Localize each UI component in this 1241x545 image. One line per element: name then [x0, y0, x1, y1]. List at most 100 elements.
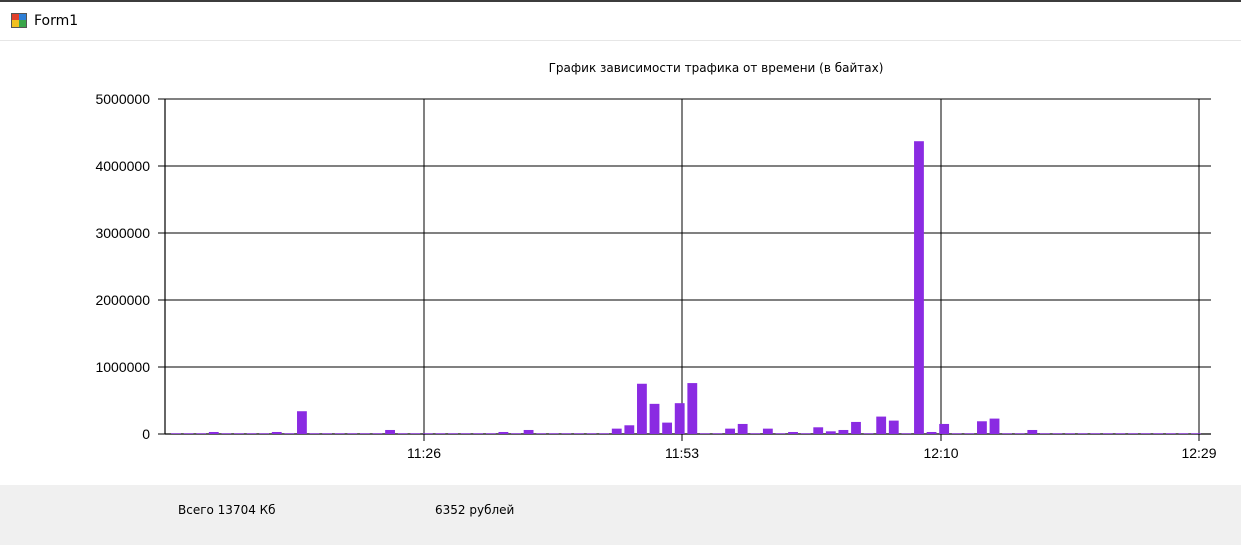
traffic-chart: График зависимости трафика от времени (в… [0, 41, 1241, 485]
bar [485, 433, 496, 434]
bar [511, 433, 521, 434]
bar [422, 433, 433, 434]
bar [334, 433, 345, 434]
bar [372, 433, 383, 434]
bar [1065, 433, 1075, 434]
bar [926, 431, 937, 434]
bar [838, 429, 849, 434]
chart-svg: График зависимости трафика от времени (в… [95, 61, 1216, 461]
bar [523, 429, 534, 434]
bar [737, 423, 748, 434]
bar [234, 433, 244, 434]
bar [1090, 433, 1101, 434]
y-tick-label: 3000000 [95, 225, 150, 241]
bar [297, 411, 307, 434]
bar [246, 433, 257, 434]
bar [196, 433, 207, 434]
y-tick-label: 4000000 [95, 158, 150, 174]
bar [1002, 433, 1013, 434]
bar [208, 431, 219, 434]
bar [649, 403, 660, 434]
bar [611, 428, 622, 434]
bar [813, 427, 824, 434]
window-title: Form1 [34, 13, 79, 29]
bar [1077, 433, 1088, 434]
title-bar[interactable]: Form1 [0, 2, 1241, 41]
bar [397, 433, 408, 434]
cost-label: 6352 рублей [435, 503, 515, 517]
bar [322, 433, 333, 434]
bar [888, 420, 899, 434]
bar [624, 425, 635, 434]
bar [221, 433, 232, 434]
bar [435, 433, 446, 434]
bar [1027, 429, 1038, 434]
chart-title: График зависимости трафика от времени (в… [549, 61, 884, 75]
window-top-border [0, 0, 1241, 2]
bar [901, 433, 912, 434]
bar [725, 428, 735, 434]
bar [951, 433, 962, 434]
bar [574, 433, 584, 434]
bar [687, 383, 698, 434]
total-traffic-label: Всего 13704 Кб [178, 503, 276, 517]
bar [1039, 433, 1050, 434]
bar [347, 433, 358, 434]
bar [309, 433, 320, 434]
bar [788, 431, 798, 434]
bar [851, 421, 861, 434]
bar [712, 433, 723, 434]
y-tick-label: 0 [142, 426, 150, 442]
bar [460, 433, 471, 434]
bar [1128, 433, 1138, 434]
bar [800, 433, 811, 434]
bar [964, 433, 975, 434]
bar [1115, 433, 1126, 434]
bar [183, 433, 194, 434]
bar [385, 429, 395, 434]
bar [662, 422, 673, 434]
bar [498, 431, 509, 434]
winforms-app-icon [11, 13, 27, 28]
bar [536, 433, 547, 434]
bar [977, 421, 987, 434]
bar [473, 433, 484, 434]
bar [750, 433, 761, 434]
bar [599, 433, 610, 434]
bar [1178, 433, 1189, 434]
y-tick-label: 1000000 [95, 359, 150, 375]
bar [825, 431, 836, 434]
bar [410, 433, 421, 434]
bar [637, 383, 647, 434]
bar [762, 428, 773, 434]
y-tick-label: 5000000 [95, 91, 150, 107]
bar [876, 416, 887, 434]
x-tick-label: 11:53 [665, 445, 699, 461]
bar [914, 141, 924, 434]
bar [989, 418, 1000, 434]
bar [561, 433, 572, 434]
bar [548, 433, 559, 434]
bar [1014, 433, 1025, 434]
bar [586, 433, 597, 434]
bar [674, 403, 685, 434]
bar [359, 433, 370, 434]
bar [171, 433, 181, 434]
bar [1191, 433, 1201, 434]
bar [775, 433, 786, 434]
bar [939, 423, 950, 434]
x-tick-label: 12:29 [1181, 445, 1216, 461]
bar [1140, 433, 1151, 434]
bar [1102, 433, 1113, 434]
bar [448, 433, 458, 434]
y-tick-label: 2000000 [95, 292, 150, 308]
bar [1153, 433, 1164, 434]
x-tick-label: 12:10 [923, 445, 958, 461]
bar [271, 431, 282, 434]
bar [699, 433, 710, 434]
bar [1165, 433, 1176, 434]
x-tick-label: 11:26 [407, 445, 441, 461]
bar [1052, 433, 1063, 434]
bar [863, 433, 874, 434]
bar [284, 433, 295, 434]
